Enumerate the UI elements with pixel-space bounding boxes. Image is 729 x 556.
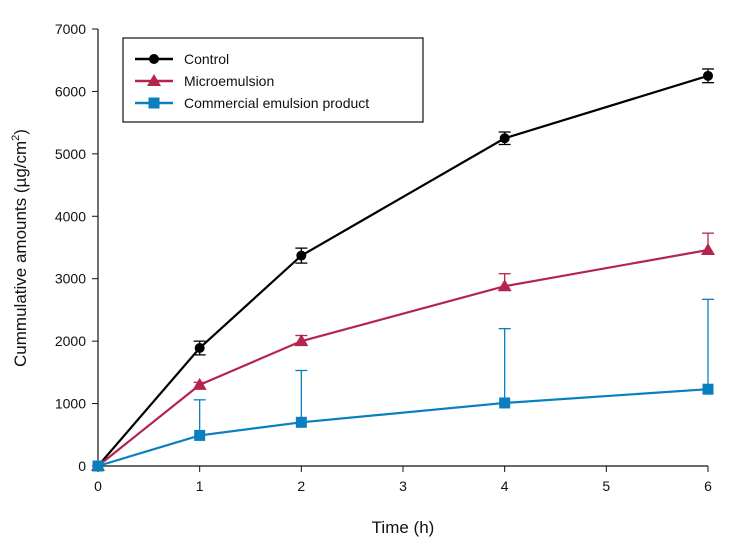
legend-label: Commercial emulsion product [184,95,369,111]
data-point [194,429,206,441]
y-tick-label: 2000 [55,333,86,349]
series-line [97,74,709,467]
data-point [499,133,510,144]
data-point [294,334,309,347]
series-commercial-emulsion-product [92,298,714,472]
x-axis-label: Time (h) [372,518,435,537]
y-axis-label: Cummulative amounts (µg/cm2) [10,129,30,367]
data-point [702,383,714,395]
x-tick-label: 1 [196,478,204,494]
y-tick-label: 1000 [55,396,86,412]
series-layer [91,68,715,472]
data-point [92,460,104,472]
y-tick-label: 7000 [55,21,86,37]
legend-item: Microemulsion [135,73,274,89]
legend: Control Microemulsion Commercial emulsion … [122,37,424,123]
series-microemulsion [91,232,715,471]
series-control [93,68,714,471]
legend-marker [147,74,161,86]
y-tick-label: 4000 [55,208,86,224]
y-tick-label: 3000 [55,271,86,287]
data-point [296,250,307,261]
data-point [497,279,512,292]
x-tick-label: 2 [297,478,305,494]
x-tick-label: 6 [704,478,712,494]
data-point [194,343,205,354]
legend-marker [148,97,160,109]
x-tick-label: 3 [399,478,407,494]
y-tick-label: 0 [78,458,86,474]
series-line [97,388,709,468]
legend-item: Control [135,51,229,67]
data-point [703,70,713,81]
legend-item: Commercial emulsion product [135,95,369,111]
legend-marker [149,54,159,64]
legend-label: Control [184,51,229,67]
y-tick-label: 6000 [55,83,86,99]
data-point [295,416,307,428]
series-line [97,248,709,467]
data-point [192,377,207,390]
x-tick-label: 5 [602,478,610,494]
x-tick-label: 0 [94,478,102,494]
data-point [701,242,715,255]
legend-label: Microemulsion [184,73,274,89]
data-point [499,397,511,409]
y-tick-label: 5000 [55,146,86,162]
x-tick-label: 4 [501,478,509,494]
